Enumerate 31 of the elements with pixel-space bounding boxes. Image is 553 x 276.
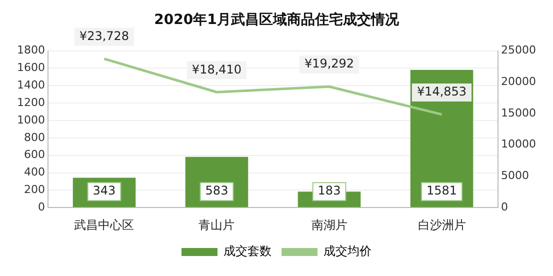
data-label: 583 — [205, 184, 228, 198]
y2-tick-label: 15000 — [501, 106, 536, 120]
x-tick-label: 青山片 — [198, 218, 235, 232]
y2-tick-label: 25000 — [501, 44, 536, 57]
y-tick-label: 1200 — [16, 96, 45, 109]
legend-label: 成交均价 — [324, 244, 372, 258]
y-tick-label: 800 — [24, 130, 45, 144]
y2-tick-label: 10000 — [501, 138, 536, 151]
data-label: ¥14,853 — [416, 84, 467, 99]
y-tick-label: 1400 — [16, 78, 45, 92]
data-label: ¥19,292 — [304, 56, 354, 71]
y-tick-label: 400 — [24, 166, 45, 179]
data-label: 183 — [318, 184, 341, 198]
x-tick-label: 武昌中心区 — [74, 218, 134, 232]
y-tick-label: 1000 — [16, 113, 45, 126]
data-label: ¥18,410 — [192, 62, 242, 76]
x-tick-label: 白沙洲片 — [418, 218, 466, 232]
y-tick-label: 200 — [24, 183, 45, 196]
data-label: 1581 — [426, 184, 458, 198]
y-tick-label: 0 — [38, 200, 45, 214]
x-tick-label: 南湖片 — [311, 218, 348, 232]
y2-tick-label: 0 — [501, 200, 508, 214]
legend-label: 成交套数 — [224, 244, 272, 258]
data-label: 343 — [92, 184, 116, 198]
y-tick-label: 1800 — [16, 44, 45, 57]
y-tick-label: 600 — [24, 148, 45, 162]
y2-tick-label: 5000 — [501, 169, 530, 182]
data-label: ¥23,728 — [79, 28, 130, 43]
y2-tick-label: 20000 — [501, 75, 536, 88]
chart-title: 2020年1月武昌区域商品住宅成交情况 — [154, 11, 400, 28]
y-tick-label: 1600 — [16, 61, 45, 74]
